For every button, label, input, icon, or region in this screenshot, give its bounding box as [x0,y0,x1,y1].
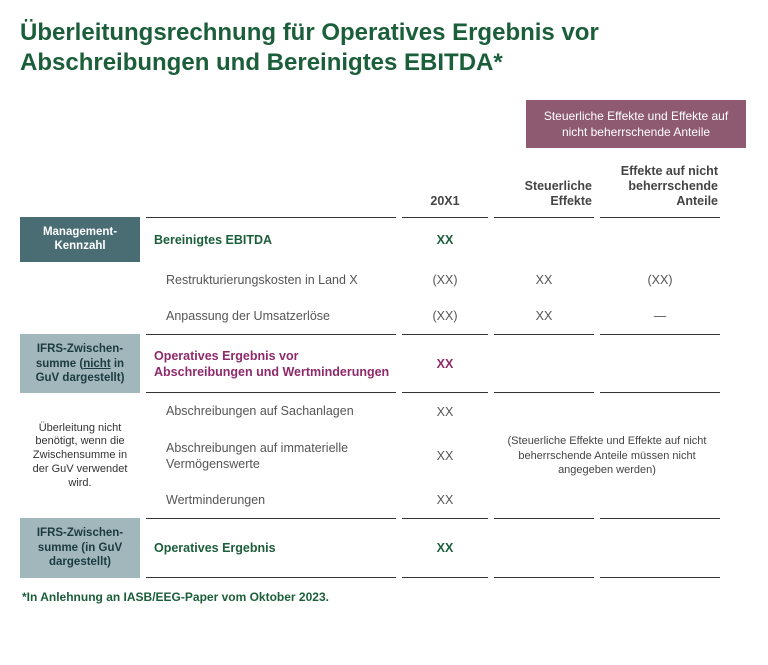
row-label-amortization-intangibles: Abschreibungen auf immaterielle Vermögen… [146,430,396,483]
page-title: Überleitungsrechnung für Operatives Erge… [20,18,748,78]
row-val: XX [494,298,594,334]
badge-management-kpi: Management-Kennzahl [20,217,140,262]
note-tax-nci-not-required: (Steuerliche Effekte und Effekte auf nic… [494,393,720,518]
row-val [600,217,720,262]
col-header-tax: Steuerliche Effekte [494,175,594,217]
callout-box: Steuerliche Effekte und Effekte auf nich… [526,100,746,148]
row-val: XX [402,393,488,429]
row-label-depreciation-ppe: Abschreibungen auf Sachanlagen [146,393,396,429]
badge-ifrs-subtotal-shown: IFRS-Zwischen-summe (in GuV dargestellt) [20,518,140,577]
row-label-op-result: Operatives Ergebnis [146,518,396,577]
badge-ifrs-subtotal-not-shown: IFRS-Zwischen-summe (nicht in GuV darges… [20,334,140,393]
reconciliation-table: 20X1 Steuerliche Effekte Effekte auf nic… [20,160,748,578]
row-val: — [600,298,720,334]
row-val: (XX) [600,262,720,298]
row-val: (XX) [402,298,488,334]
col-header-year: 20X1 [402,190,488,217]
row-label-op-result-pre-da: Operatives Ergebnis vor Abschreibungen u… [146,334,396,393]
row-label-adjusted-ebitda: Bereinigtes EBITDA [146,217,396,262]
row-val [494,217,594,262]
footnote: *In Anlehnung an IASB/EEG-Paper vom Okto… [22,590,748,604]
row-val: XX [402,217,488,262]
row-val: XX [494,262,594,298]
row-val: (XX) [402,262,488,298]
row-val: XX [402,430,488,483]
row-val: XX [402,482,488,518]
row-val: XX [402,334,488,393]
row-label-revenue-adj: Anpassung der Umsatzerlöse [146,298,396,334]
row-val: XX [402,518,488,577]
side-note-reconciliation: Überleitung nicht benötigt, wenn die Zwi… [20,393,140,518]
row-label-restructuring: Restrukturierungskosten in Land X [146,262,396,298]
col-header-nci: Effekte auf nicht beherrschende Anteile [600,160,720,217]
row-label-impairments: Wertminderungen [146,482,396,518]
